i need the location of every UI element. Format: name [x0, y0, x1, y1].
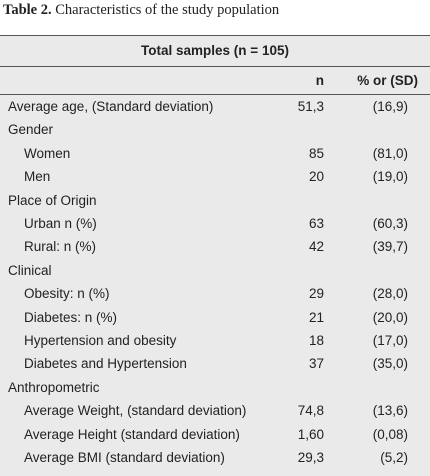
row-n-value: 37 [308, 356, 324, 372]
row-label: Average BMI (standard deviation) [24, 450, 225, 465]
row-label: Diabetes and Hypertension [24, 356, 187, 372]
table-row: Obesity: n (%) 29 (28,0) [0, 282, 430, 305]
row-pct-value: (16,9) [372, 99, 408, 114]
row-label: Clinical [8, 262, 52, 278]
row-label: Men [24, 169, 51, 185]
row-pct-value: (19,0) [372, 169, 408, 185]
table-row: Average Weight, (standard deviation) 74,8… [0, 399, 430, 422]
row-label: Hypertension and obesity [24, 333, 177, 348]
row-n-value: 74,8 [297, 403, 324, 419]
column-header-row: n % or (SD) [0, 67, 430, 95]
row-n-value: 29,3 [297, 450, 324, 465]
table-row: Women 85 (81,0) [0, 142, 430, 165]
row-pct-value: (13,6) [372, 403, 408, 419]
row-label: Women [24, 145, 71, 161]
row-label: Urban n (%) [24, 216, 97, 231]
row-pct-value: (60,3) [372, 216, 408, 231]
row-pct-value: (35,0) [372, 356, 408, 372]
table-row: Diabetes: n (%) 21 (20,0) [0, 306, 430, 329]
row-label: Place of Origin [8, 192, 97, 208]
characteristics-table: Total samples (n = 105) n % or (SD) Aver… [0, 35, 430, 476]
table-section-row: Anthropometric [0, 376, 430, 399]
table-section-row: Gender [0, 118, 430, 141]
table-title: Total samples (n = 105) [0, 36, 430, 67]
table-row: Average BMI (standard deviation) 29,3 (5,2… [0, 446, 430, 469]
row-pct-value: (17,0) [372, 333, 408, 348]
row-n-value: 21 [308, 309, 324, 325]
row-pct-value: (0,08) [372, 426, 408, 442]
table-row: Average age, (Standard deviation) 51,3 (16… [0, 95, 430, 118]
table-row: Urban n (%) 63 (60,3) [0, 212, 430, 235]
row-label: Average Height (standard deviation) [24, 426, 240, 442]
row-n-value: 63 [308, 216, 324, 231]
row-pct-value: (28,0) [372, 286, 408, 302]
row-label: Obesity: n (%) [24, 286, 110, 302]
table-section-row: Place of Origin [0, 189, 430, 212]
caption-text: Characteristics of the study population [51, 2, 280, 18]
table-caption: Table 2. Characteristics of the study po… [3, 2, 279, 19]
row-label: Anthropometric [8, 379, 100, 395]
table-row: Men 20 (19,0) [0, 165, 430, 188]
caption-label: Table 2. [3, 2, 52, 18]
row-n-value: 20 [308, 169, 324, 185]
row-pct-value: (20,0) [372, 309, 408, 325]
row-n-value: 1,60 [297, 426, 324, 442]
column-header-n: n [315, 73, 324, 88]
row-label: Diabetes: n (%) [24, 309, 118, 325]
row-label: Average age, (Standard deviation) [8, 99, 214, 114]
row-pct-value: (5,2) [380, 450, 408, 465]
table-row: Hypertension and obesity 18 (17,0) [0, 329, 430, 352]
row-n-value: 18 [308, 333, 324, 348]
table-row: Average Height (standard deviation) 1,60 (… [0, 423, 430, 446]
row-label: Rural: n (%) [24, 239, 97, 255]
table-section-row: Clinical [0, 259, 430, 282]
row-n-value: 85 [308, 145, 324, 161]
row-n-value: 29 [308, 286, 324, 302]
column-header-pct: % or (SD) [357, 73, 418, 88]
row-label: Average Weight, (standard deviation) [24, 403, 247, 419]
table-row: Diabetes and Hypertension 37 (35,0) [0, 352, 430, 375]
table-row: Rural: n (%) 42 (39,7) [0, 235, 430, 258]
row-pct-value: (81,0) [372, 145, 408, 161]
row-label: Gender [8, 122, 54, 138]
row-n-value: 42 [308, 239, 324, 255]
row-n-value: 51,3 [297, 99, 324, 114]
row-pct-value: (39,7) [372, 239, 408, 255]
